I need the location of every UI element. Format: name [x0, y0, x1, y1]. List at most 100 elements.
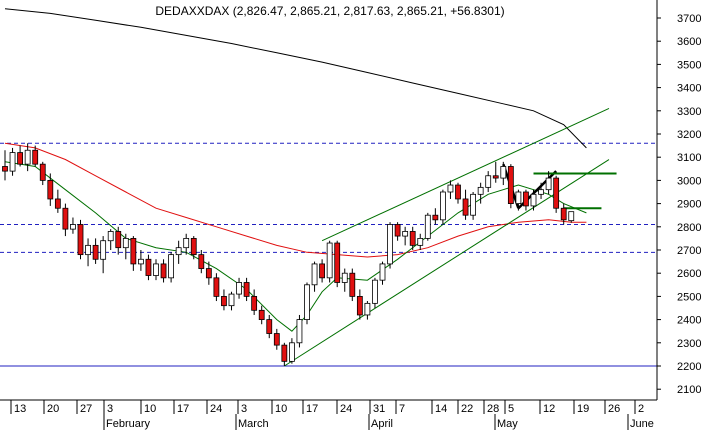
- x-tick-label: 22: [461, 403, 473, 415]
- x-tick-label: 27: [80, 403, 92, 415]
- candle-body: [349, 272, 356, 297]
- candle-body: [326, 242, 333, 279]
- y-tick-label: 2200: [677, 361, 701, 373]
- candle-body: [32, 149, 39, 165]
- y-tick-label: 3000: [677, 175, 701, 187]
- candle-body: [190, 237, 197, 256]
- candle-body: [137, 258, 144, 265]
- candle-body: [319, 263, 326, 279]
- candle-body: [387, 224, 393, 265]
- candle-body: [107, 231, 114, 242]
- month-label: April: [371, 418, 393, 430]
- candles: [2, 143, 575, 366]
- candle-body: [477, 186, 484, 195]
- candle-body: [455, 184, 461, 200]
- candle-body: [311, 263, 318, 286]
- y-tick-label: 3100: [677, 152, 701, 164]
- x-axis-ticks: 13 20 27 3 10 17 24 3 10 17 24 31 7 14 22 28 5 12 19 26 2: [10, 400, 644, 415]
- moving-average-line: [4, 8, 587, 149]
- candle-body: [251, 295, 258, 311]
- candle-body: [545, 177, 552, 191]
- candle-body: [54, 198, 61, 209]
- candle-body: [296, 319, 303, 344]
- candle-body: [168, 254, 175, 279]
- month-label: May: [497, 418, 518, 430]
- candle-body: [492, 175, 499, 179]
- candle-body: [213, 277, 220, 297]
- x-tick-label: 24: [340, 403, 352, 415]
- y-tick-label: 3400: [677, 83, 701, 95]
- candle-body: [402, 231, 409, 237]
- x-tick-label: 14: [435, 403, 447, 415]
- candle-body: [258, 309, 265, 321]
- y-tick-label: 2900: [677, 199, 701, 211]
- candle-body: [409, 231, 416, 246]
- candle-body: [394, 224, 401, 237]
- candle-body: [334, 242, 341, 283]
- candle-body: [304, 284, 310, 320]
- y-tick-label: 3800: [677, 0, 701, 2]
- x-tick-label: 17: [177, 403, 189, 415]
- candle-body: [288, 342, 295, 362]
- month-label: March: [238, 418, 269, 430]
- x-tick-label: 31: [373, 403, 385, 415]
- candle-body: [485, 175, 492, 188]
- candle-body: [372, 279, 378, 304]
- month-label: February: [106, 418, 151, 430]
- horizontal-lines: [0, 142, 657, 367]
- y-tick-label: 3600: [677, 36, 701, 48]
- y-tick-label: 2300: [677, 338, 701, 350]
- x-tick-label: 17: [306, 403, 318, 415]
- x-tick-label: 5: [508, 403, 514, 415]
- candle-body: [356, 295, 363, 316]
- y-tick-label: 2100: [677, 384, 701, 396]
- month-labels: February March April May June: [103, 414, 654, 430]
- candle-body: [24, 149, 31, 165]
- candle-body: [175, 247, 182, 256]
- y-tick-label: 3300: [677, 106, 701, 118]
- candle-body: [538, 189, 544, 195]
- candle-body: [364, 302, 371, 316]
- y-tick-label: 3500: [677, 59, 701, 71]
- y-tick-label: 2500: [677, 291, 701, 303]
- y-tick-label: 2700: [677, 245, 701, 257]
- y-tick-label: 2800: [677, 222, 701, 234]
- candle-body: [462, 198, 469, 216]
- candle-body: [281, 344, 288, 362]
- x-tick-label: 26: [608, 403, 620, 415]
- candle-body: [470, 193, 477, 216]
- candle-body: [183, 237, 190, 249]
- candle-body: [447, 184, 454, 193]
- candle-body: [198, 254, 205, 269]
- x-tick-label: 2: [638, 403, 644, 415]
- candle-body: [153, 263, 159, 276]
- candle-body: [523, 191, 529, 207]
- chart-title: DEDAXXDAX (2,826.47, 2,865.21, 2,817.63,…: [155, 4, 504, 18]
- x-tick-label: 20: [47, 403, 59, 415]
- x-tick-label: 3: [107, 403, 113, 415]
- y-tick-label: 2400: [677, 315, 701, 327]
- candle-body: [92, 244, 99, 260]
- x-tick-label: 10: [144, 403, 156, 415]
- month-label: June: [630, 418, 654, 430]
- candle-body: [115, 231, 122, 249]
- candle-body: [341, 272, 348, 283]
- x-tick-label: 13: [14, 403, 26, 415]
- x-tick-label: 12: [543, 403, 555, 415]
- candle-body: [9, 152, 16, 172]
- y-tick-label: 2600: [677, 268, 701, 280]
- x-tick-label: 3: [241, 403, 247, 415]
- x-tick-label: 19: [577, 403, 589, 415]
- candle-body: [47, 179, 54, 200]
- candle-body: [432, 214, 439, 221]
- candle-body: [530, 193, 537, 207]
- trendline: [321, 108, 610, 242]
- candle-body: [417, 237, 424, 246]
- candle-body: [243, 282, 250, 297]
- candle-body: [568, 211, 575, 222]
- candle-body: [17, 152, 24, 165]
- y-axis-ticks: 2100 2200 2300 2400 2500 2600 2700 2800 2900 3000…: [657, 0, 701, 396]
- candle-body: [266, 319, 273, 334]
